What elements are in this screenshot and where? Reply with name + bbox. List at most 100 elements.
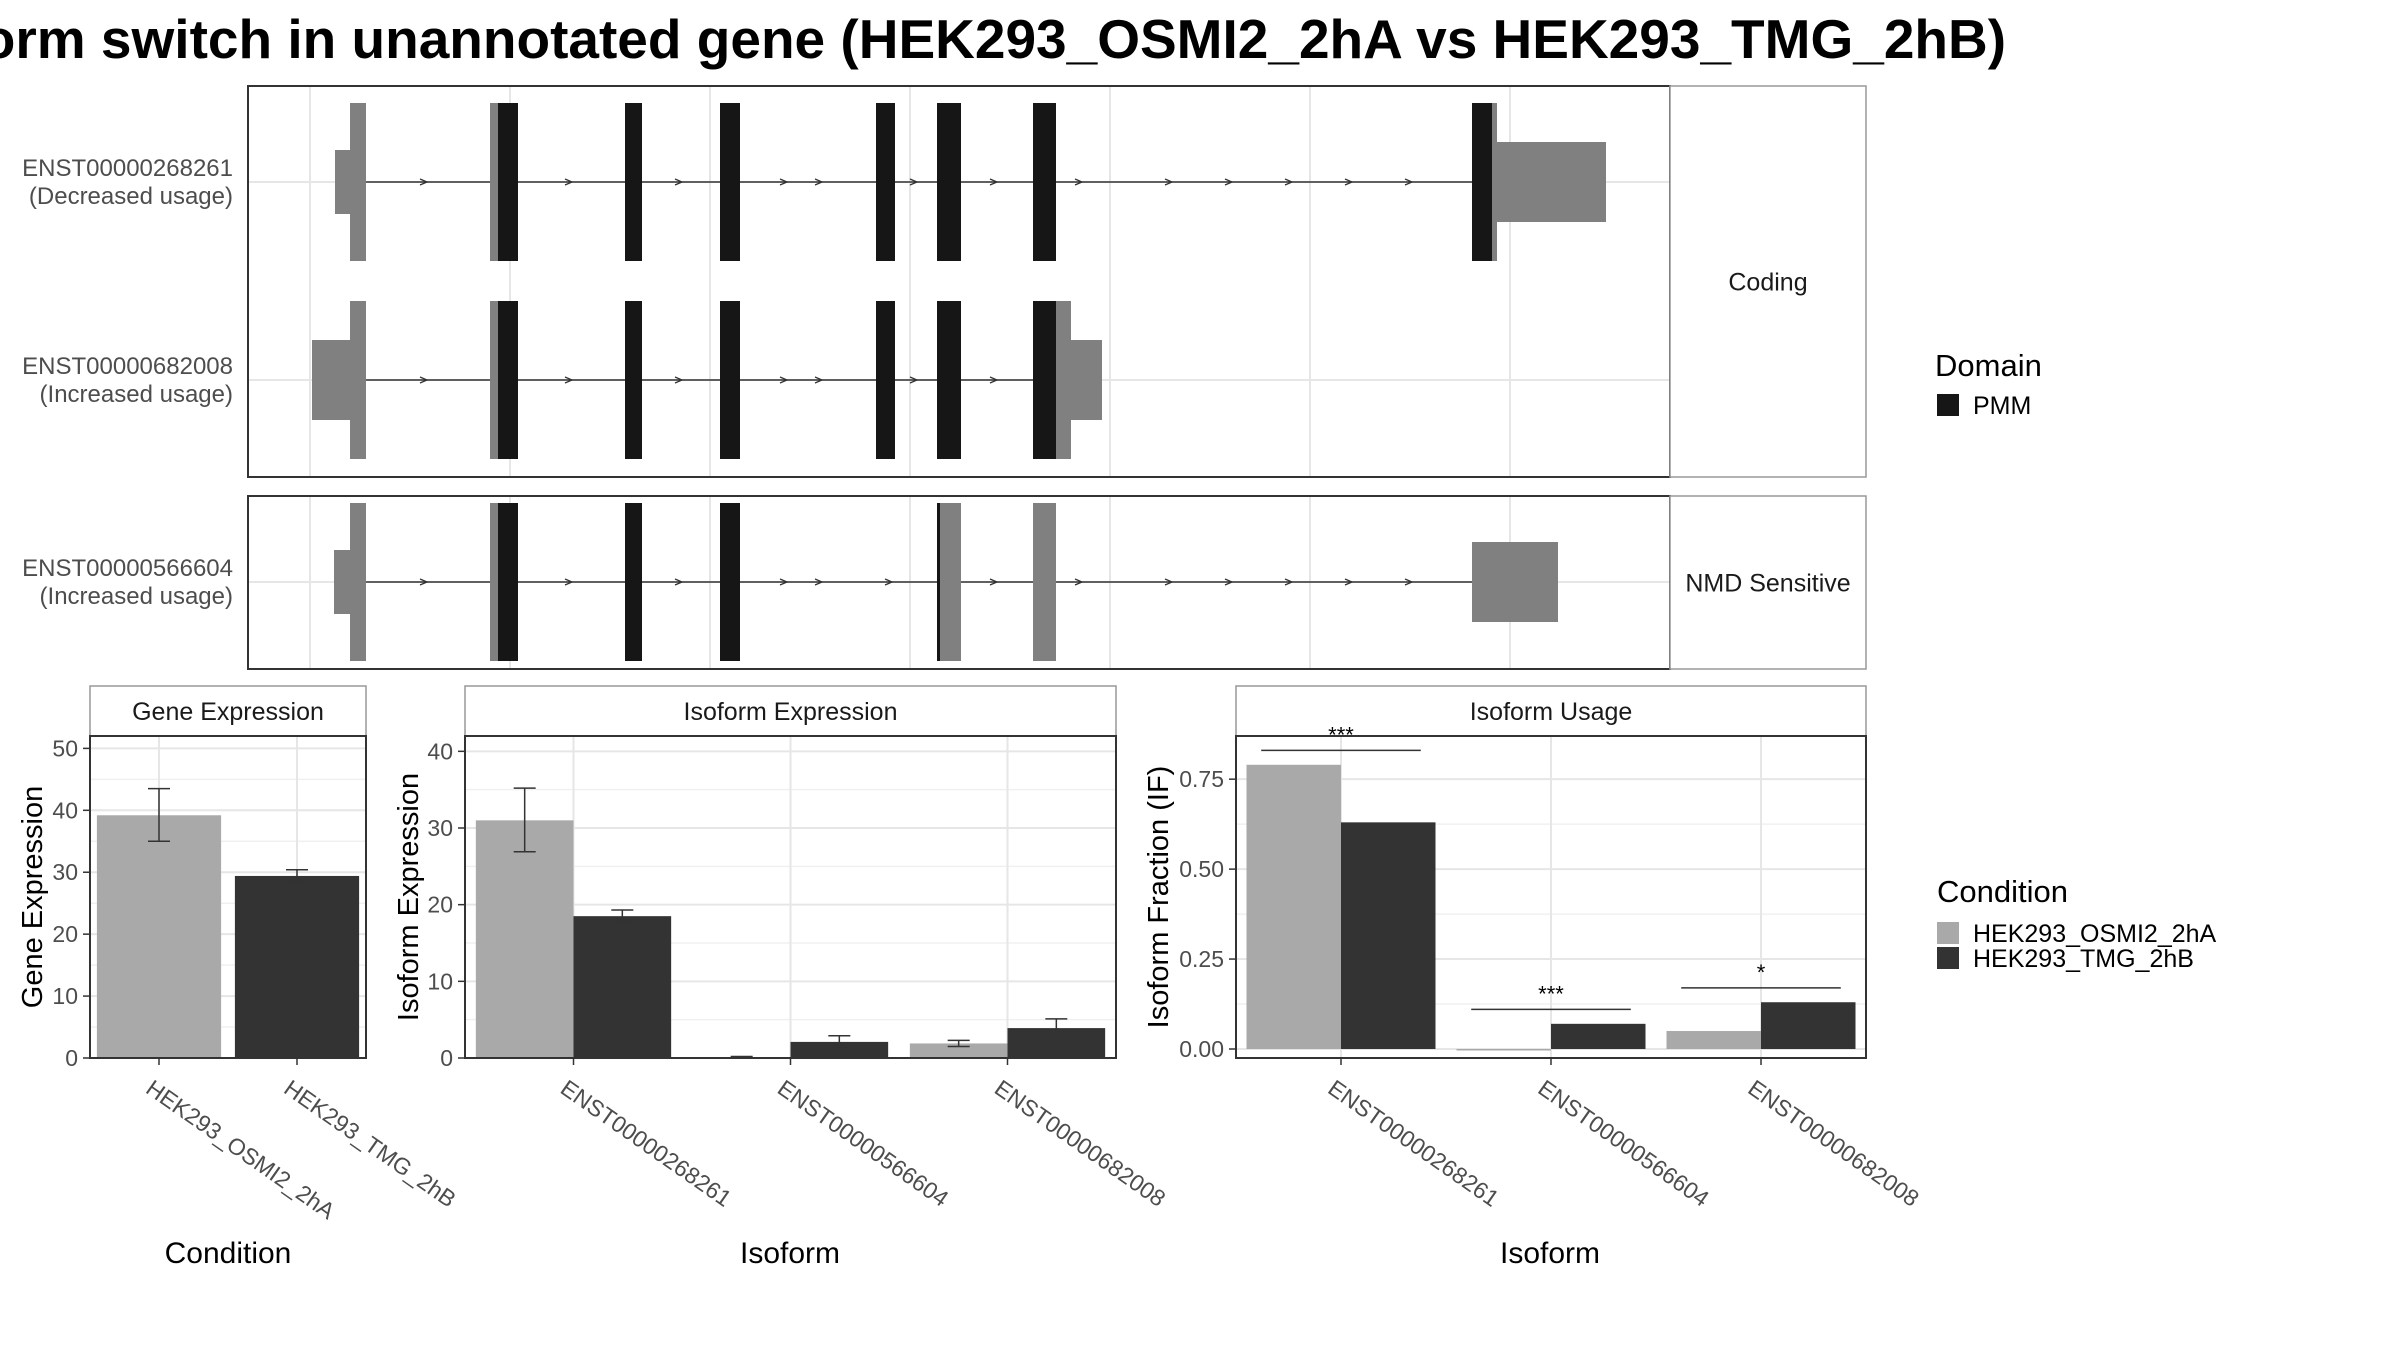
condition-legend-title: Condition (1937, 874, 2068, 909)
x-tick-label: ENST00000682008 (990, 1075, 1170, 1212)
legend-label-condition: HEK293_OSMI2_2hA (1973, 920, 2217, 948)
x-tick-label: ENST00000268261 (1323, 1075, 1503, 1212)
intron-direction-arrow (564, 376, 574, 384)
bar-HEK293_OSMI2_2hA-ENST00000268261 (1246, 764, 1341, 1050)
intron-direction-arrow (674, 578, 684, 586)
intron-direction-arrow (1344, 578, 1354, 586)
y-tick-label: 20 (427, 892, 453, 918)
intron-direction-arrow (564, 578, 574, 586)
legend-key-pmm (1937, 394, 1959, 416)
bar-HEK293_TMG_2hB-ENST00000566604 (790, 1041, 889, 1058)
y-axis-label: Isoform Expression (393, 773, 425, 1021)
bar-HEK293_TMG_2hB-ENST00000566604 (1551, 1023, 1646, 1050)
y-tick-label: 0.00 (1179, 1036, 1224, 1062)
bar-HEK293_OSMI2_2hA-ENST00000682008 (1666, 1031, 1761, 1050)
y-tick-label: 30 (52, 859, 78, 885)
utr-block (335, 150, 350, 214)
intron-direction-arrow (814, 178, 824, 186)
intron-direction-arrow (1404, 578, 1414, 586)
y-tick-label: 0 (440, 1045, 453, 1071)
x-axis-label: Isoform (740, 1237, 840, 1270)
utr-block (1472, 542, 1558, 622)
intron-direction-arrow (1164, 578, 1174, 586)
y-tick-label: 30 (427, 815, 453, 841)
intron-direction-arrow (1224, 578, 1234, 586)
significance-stars: *** (1328, 722, 1354, 747)
bar-HEK293_TMG_2hB-ENST00000268261 (1341, 822, 1436, 1050)
utr-exon (940, 503, 961, 661)
transcript-usage-label: (Decreased usage) (29, 183, 233, 210)
utr-exon (350, 103, 366, 261)
intron-direction-arrow (1284, 178, 1294, 186)
bar-HEK293_OSMI2_2hA-ENST00000682008 (909, 1043, 1008, 1058)
transcript-id-label: ENST00000268261 (22, 155, 233, 182)
legend-label-pmm: PMM (1973, 392, 2031, 420)
transcript-usage-label: (Increased usage) (40, 381, 233, 408)
figure-title: Isoform switch in unannotated gene (HEK2… (0, 8, 2006, 70)
intron-direction-arrow (989, 376, 999, 384)
x-tick-label: ENST00000268261 (556, 1075, 736, 1212)
intron-direction-arrow (419, 376, 429, 384)
y-tick-label: 0.50 (1179, 856, 1224, 882)
chart-panel-border (89, 735, 367, 1059)
chart-isoform-usage: Isoform Usage*******0.000.250.500.75ENST… (1143, 685, 1924, 1270)
y-tick-label: 40 (427, 738, 453, 764)
significance-stars: *** (1538, 981, 1564, 1006)
x-axis-label: Isoform (1500, 1237, 1600, 1270)
intron-direction-arrow (1164, 178, 1174, 186)
intron-direction-arrow (674, 178, 684, 186)
bar-HEK293_OSMI2_2hA (96, 815, 222, 1058)
y-axis-label: Gene Expression (17, 786, 49, 1008)
utr-exon (490, 503, 498, 661)
pmm-domain-exon (625, 301, 642, 459)
pmm-domain-exon (1033, 301, 1056, 459)
intron-direction-arrow (989, 178, 999, 186)
pmm-domain-exon (625, 103, 642, 261)
y-tick-label: 10 (427, 968, 453, 994)
utr-block (1497, 142, 1606, 222)
intron-direction-arrow (564, 178, 574, 186)
utr-exon (1492, 103, 1497, 261)
transcript-track-ENST00000268261 (335, 103, 1606, 261)
expression-charts: Gene Expression01020304050HEK293_OSMI2_2… (17, 685, 1924, 1270)
pmm-domain-exon (720, 301, 740, 459)
pmm-domain-exon (720, 103, 740, 261)
chart-strip (89, 685, 367, 737)
utr-block (334, 550, 350, 614)
domain-legend: Domain PMM (1935, 348, 2042, 420)
chart-strip (1235, 685, 1867, 737)
intron-direction-arrow (909, 178, 919, 186)
x-tick-label: ENST00000566604 (1533, 1075, 1714, 1212)
transcript-structure-panel: ENST00000268261(Decreased usage) ENST0000… (22, 85, 1867, 670)
intron-direction-arrow (419, 578, 429, 586)
x-axis-label: Condition (165, 1237, 292, 1270)
intron-direction-arrow (814, 376, 824, 384)
intron-direction-arrow (884, 578, 894, 586)
chart-strip-title: Isoform Usage (1470, 698, 1633, 726)
intron-direction-arrow (909, 376, 919, 384)
intron-direction-arrow (779, 578, 789, 586)
y-tick-label: 40 (52, 797, 78, 823)
pmm-domain-exon (876, 301, 895, 459)
pmm-domain-exon (498, 301, 518, 459)
pmm-domain-exon (876, 103, 895, 261)
intron-direction-arrow (674, 376, 684, 384)
transcript-usage-label: (Increased usage) (40, 583, 233, 610)
utr-block (312, 340, 350, 420)
y-tick-label: 20 (52, 921, 78, 947)
intron-direction-arrow (1284, 578, 1294, 586)
transcript-track-ENST00000566604 (334, 503, 1558, 661)
bar-HEK293_TMG_2hB-ENST00000682008 (1761, 1002, 1856, 1050)
pmm-domain-exon (498, 503, 518, 661)
y-axis-label: Isoform Fraction (IF) (1143, 766, 1175, 1029)
pmm-domain-exon (720, 503, 740, 661)
facet-strip-label: Coding (1728, 269, 1807, 297)
legend-key-condition (1937, 922, 1959, 944)
utr-exon (490, 301, 498, 459)
pmm-domain-exon (937, 301, 961, 459)
facet-strip (1669, 85, 1867, 478)
bar-HEK293_OSMI2_2hA-ENST00000268261 (475, 820, 574, 1058)
